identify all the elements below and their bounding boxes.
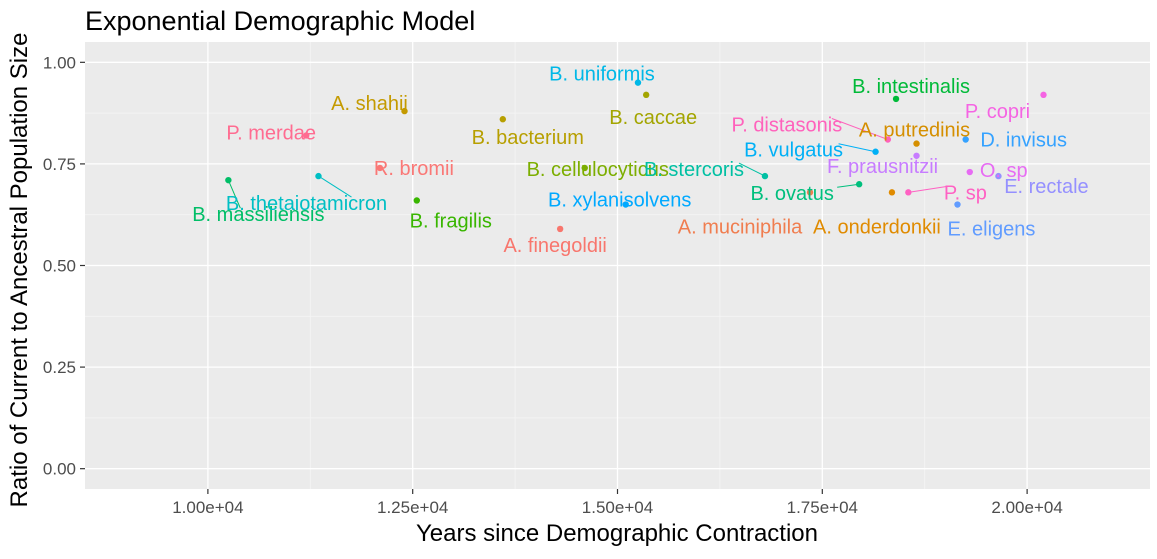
data-point [761,172,769,180]
point-label: P. merdae [226,122,316,144]
point-label: A. onderdonkii [813,216,941,238]
label-connector [908,185,948,193]
y-axis-title: Ratio of Current to Ancestral Population… [6,33,33,508]
data-point [966,168,973,176]
point-label: B. intestinalis [852,76,970,98]
label-connector [738,162,766,177]
point-label: A. shahii [331,93,408,115]
point-label: B. uniformis [549,64,655,86]
data-point [962,136,969,143]
data-point [556,225,564,233]
data-point [913,140,920,147]
point-label: A. finegoldii [503,235,606,257]
x-tick-label: 1.75e+04 [787,498,858,517]
point-label: B. thetaiotamicron [226,193,387,215]
point-label: R. bromii [374,158,454,180]
point-label: B. bacterium [472,127,584,149]
point-label: B. ovatus [750,183,833,205]
data-point [892,95,900,103]
data-point [401,107,408,115]
label-connector [318,175,352,198]
label-connector [837,183,860,188]
data-point [995,172,1002,180]
x-tick-label: 1.00e+04 [172,498,243,517]
data-point [806,189,814,196]
data-point [954,201,961,208]
point-label: O. sp [980,160,1028,182]
point-label: B. vulgatus [744,140,843,162]
point-label: D. invisus [980,130,1067,152]
data-point [872,148,879,155]
data-point [622,201,629,208]
point-labels: A. finegoldii A. muciniphila A. onderdonki… [192,64,1088,257]
data-point [1040,91,1047,99]
point-label: P. distasonis [731,115,842,137]
data-point [315,172,322,180]
data-point [913,152,920,159]
point-label: B. cellulocyticus [527,159,669,181]
data-point [499,116,507,123]
label-connectors [227,118,948,209]
point-label: E. rectale [1004,176,1088,198]
data-point [376,164,384,172]
x-tick-label: 1.25e+04 [377,498,448,517]
data-point [905,189,912,196]
y-tick-label: 0.50 [43,257,76,276]
axes: 1.00e+04 1.25e+04 1.50e+04 1.75e+04 2.00e+04… [43,53,1063,517]
data-points [225,79,1047,233]
data-point [642,91,650,99]
point-label: F. prausnitzii [827,156,938,178]
data-point [225,176,232,184]
grid-lines [85,42,1150,489]
label-connector [831,118,889,140]
data-point [302,132,310,139]
point-label: E. eligens [948,219,1036,241]
data-point [855,181,863,188]
point-label: A. putredinis [859,120,970,142]
y-tick-label: 0.00 [43,460,76,479]
point-label: B. stercoris [644,159,744,181]
point-label: P. sp [944,182,987,204]
y-tick-label: 0.75 [43,155,76,174]
y-tick-label: 0.25 [43,358,76,377]
chart-title: Exponential Demographic Model [85,6,475,36]
data-point [888,189,896,196]
point-label: B. fragilis [410,210,492,232]
point-label: P. copri [965,101,1030,123]
label-connector [838,143,876,153]
data-point [634,79,642,86]
x-axis-title: Years since Demographic Contraction [416,520,818,547]
point-label: A. muciniphila [678,216,803,238]
point-label: B. caccae [609,107,697,129]
point-label: B. massiliensis [192,204,324,226]
y-tick-label: 1.00 [43,53,76,72]
label-connector [227,179,241,209]
data-point [581,164,588,172]
x-tick-label: 2.00e+04 [991,498,1062,517]
data-point [884,136,892,143]
point-label: B. xylanisolvens [548,190,691,212]
data-point [413,197,420,204]
x-tick-label: 1.50e+04 [582,498,653,517]
